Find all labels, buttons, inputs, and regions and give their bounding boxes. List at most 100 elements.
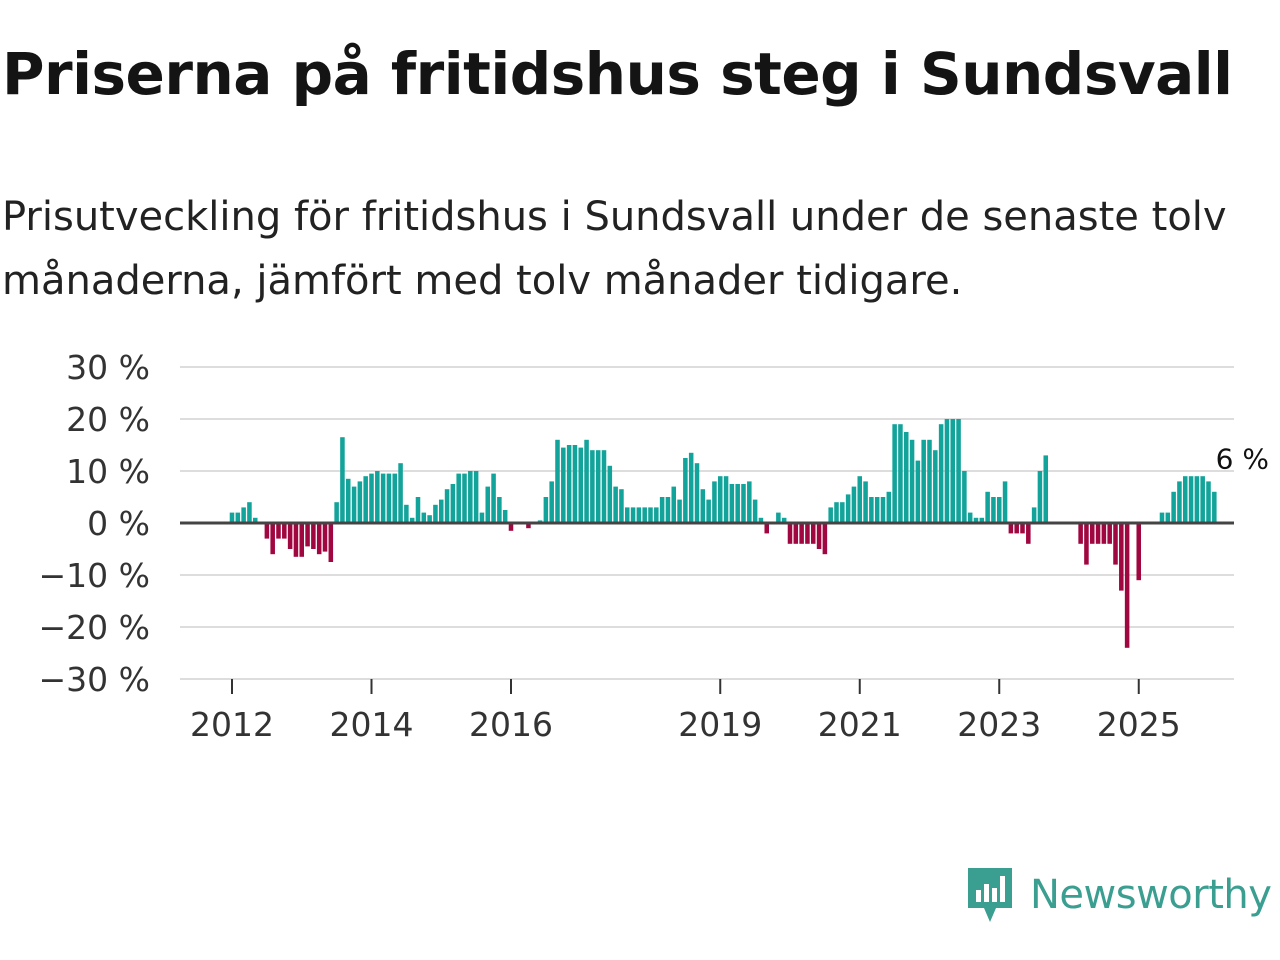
bar <box>1002 481 1008 523</box>
bar <box>956 419 961 523</box>
bar <box>938 424 944 523</box>
bar <box>468 471 473 523</box>
bar <box>805 523 810 544</box>
bar <box>967 512 973 523</box>
bar <box>392 473 398 523</box>
bar <box>584 439 589 523</box>
bar <box>950 419 956 523</box>
x-tick-label: 2012 <box>190 705 274 744</box>
bar <box>787 523 793 544</box>
bar <box>1165 512 1171 523</box>
bar <box>549 481 554 523</box>
bar <box>630 507 636 523</box>
bar <box>752 499 758 523</box>
bar <box>566 445 572 523</box>
bar <box>555 439 560 523</box>
bar <box>1026 523 1031 544</box>
bar <box>1078 523 1083 544</box>
bar <box>1124 523 1130 648</box>
bar <box>1119 523 1124 591</box>
bar <box>351 486 357 523</box>
x-tick-label: 2014 <box>330 705 414 744</box>
bar <box>415 497 421 523</box>
bar <box>921 439 926 523</box>
bar <box>398 463 403 523</box>
y-tick-label: −10 % <box>39 556 151 595</box>
bar <box>962 471 967 523</box>
bar <box>340 437 345 523</box>
bar <box>386 473 392 523</box>
bar <box>363 476 368 523</box>
bar <box>473 471 479 523</box>
bar <box>375 471 380 523</box>
bar <box>328 523 334 562</box>
bar <box>793 523 799 544</box>
bar <box>1194 476 1200 523</box>
bar <box>578 447 584 523</box>
bar <box>508 523 514 531</box>
bar <box>857 476 863 523</box>
bar <box>781 517 787 523</box>
bar <box>479 512 485 523</box>
bar <box>776 512 781 523</box>
bar <box>671 486 677 523</box>
last-value-label: 6 % <box>1216 442 1269 475</box>
bar <box>369 473 374 523</box>
bar <box>1177 481 1182 523</box>
bar <box>642 507 647 523</box>
bar <box>561 447 566 523</box>
bar <box>1031 507 1037 523</box>
newsworthy-logo[interactable]: Newsworthy <box>964 864 1272 926</box>
bar <box>1212 491 1217 523</box>
bar <box>1014 523 1019 534</box>
bar <box>613 486 618 523</box>
bar <box>1101 523 1107 544</box>
bar <box>654 507 659 523</box>
bar <box>863 481 868 523</box>
bar <box>247 502 252 523</box>
bar <box>590 450 595 523</box>
bar <box>886 491 892 523</box>
bar <box>636 507 642 523</box>
x-tick-label: 2016 <box>469 705 553 744</box>
bar <box>595 450 601 523</box>
x-tick-label: 2023 <box>957 705 1041 744</box>
bar <box>293 523 299 557</box>
x-tick-label: 2025 <box>1097 705 1181 744</box>
bar <box>892 424 897 523</box>
bar <box>502 510 508 523</box>
bar <box>741 484 746 523</box>
bar <box>1188 476 1194 523</box>
bar <box>828 507 833 523</box>
bar <box>816 523 822 549</box>
bar <box>491 473 496 523</box>
bar <box>276 523 281 539</box>
bar <box>433 504 438 523</box>
bar <box>282 523 287 539</box>
bar <box>264 523 270 539</box>
bar <box>799 523 804 544</box>
bar <box>694 463 700 523</box>
bar <box>810 523 816 544</box>
y-tick-label: 20 % <box>66 400 150 439</box>
bar <box>758 517 764 523</box>
bar <box>845 494 851 523</box>
bar <box>1182 476 1188 523</box>
y-tick-label: 10 % <box>66 452 150 491</box>
y-tick-label: 0 % <box>87 504 150 543</box>
bar <box>270 523 275 555</box>
bar <box>1136 523 1142 581</box>
bar <box>840 502 845 523</box>
bar <box>287 523 293 549</box>
bar <box>1171 491 1176 523</box>
bar <box>1159 512 1165 523</box>
axis-labels: 30 % 20 % 10 % 0 % −10 % −20 % −30 % 2012 2014 20… <box>39 348 1269 744</box>
bar <box>822 523 828 555</box>
bar <box>933 450 938 523</box>
bar <box>735 484 740 523</box>
bar <box>1037 471 1043 523</box>
bar <box>1020 523 1025 534</box>
chart-subtitle: Prisutveckling för fritidshus i Sundsval… <box>2 194 1227 304</box>
bar <box>991 497 996 523</box>
bar <box>1089 523 1095 544</box>
